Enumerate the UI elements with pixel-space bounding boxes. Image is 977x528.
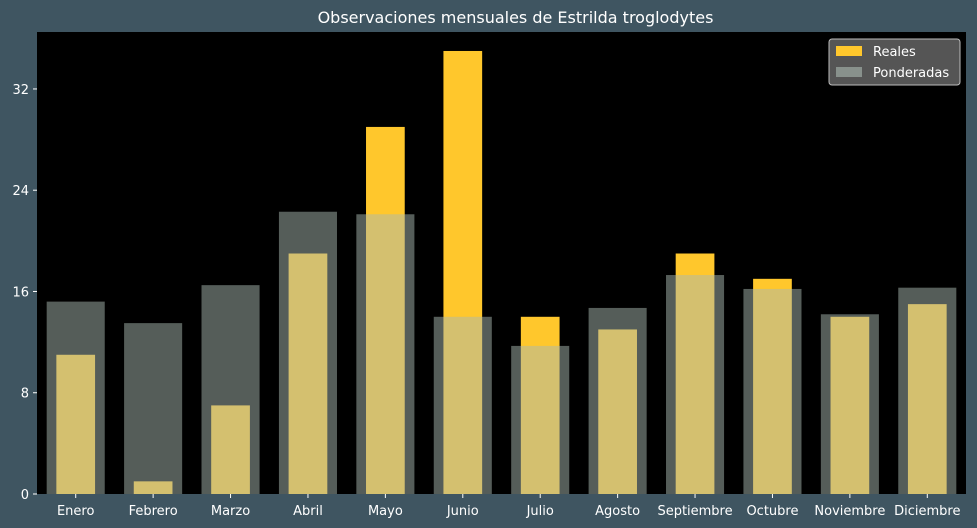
x-tick-label: Febrero (129, 504, 178, 519)
x-tick-label: Octubre (746, 504, 798, 519)
bar-ponderadas-abril (278, 211, 337, 494)
x-tick-label: Julio (526, 504, 554, 519)
bar-ponderadas-junio (433, 316, 492, 494)
axes-group: Enero Febrero Marzo Abril Mayo Junio Julio Agos… (12, 83, 960, 519)
bar-ponderadas-noviembre (820, 314, 879, 494)
legend-swatch-reales (836, 46, 862, 56)
bar-ponderadas-mayo (356, 214, 415, 494)
legend-label-reales: Reales (873, 45, 916, 60)
chart-title: Observaciones mensuales de Estrilda trog… (318, 8, 714, 27)
legend-swatch-ponderadas (836, 67, 862, 77)
bar-ponderadas-julio (511, 345, 570, 494)
weighted-bars-group (46, 211, 957, 494)
bar-ponderadas-enero (46, 301, 105, 494)
x-tick-label: Noviembre (814, 504, 885, 519)
y-tick-label: 32 (12, 83, 29, 98)
x-tick-label: Marzo (211, 504, 250, 519)
bar-ponderadas-octubre (743, 288, 802, 494)
x-tick-label: Enero (57, 504, 95, 519)
y-tick-label: 0 (21, 488, 29, 503)
y-tick-label: 8 (21, 387, 29, 402)
x-tick-label: Mayo (368, 504, 403, 519)
bar-ponderadas-febrero (124, 323, 183, 494)
bar-ponderadas-diciembre (898, 287, 957, 494)
x-tick-label: Septiembre (657, 504, 732, 519)
x-tick-label: Diciembre (894, 504, 960, 519)
plot-area (37, 32, 966, 494)
legend-label-ponderadas: Ponderadas (873, 66, 949, 81)
y-tick-label: 24 (12, 184, 29, 199)
bar-ponderadas-septiembre (666, 275, 725, 494)
legend: Reales Ponderadas (828, 38, 961, 86)
x-tick-label: Junio (446, 504, 479, 519)
x-tick-label: Agosto (595, 504, 640, 519)
x-tick-label: Abril (293, 504, 323, 519)
bar-ponderadas-marzo (201, 285, 260, 494)
y-tick-label: 16 (12, 285, 29, 300)
bar-ponderadas-agosto (588, 307, 647, 494)
